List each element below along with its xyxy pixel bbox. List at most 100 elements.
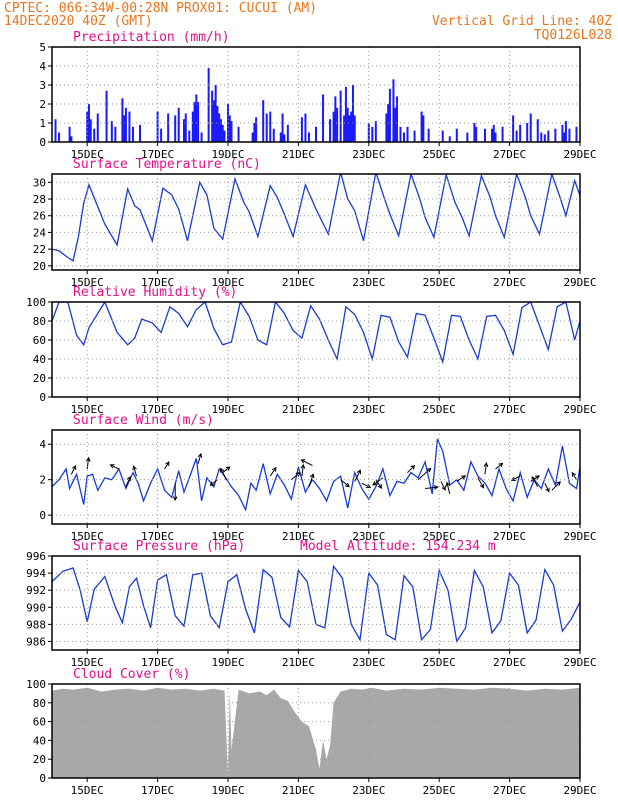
x-tick-label: 17DEC (141, 276, 174, 289)
wind-vector (477, 477, 485, 489)
precip-bar (139, 124, 141, 142)
precip-bar (422, 115, 425, 142)
precip-bar (188, 130, 191, 142)
precip-bar (156, 111, 159, 142)
precip-bar (262, 100, 265, 142)
y-tick-label: 60 (33, 716, 46, 729)
pressure-title: Surface Pressure (hPa) (73, 539, 245, 554)
y-tick-label: 30 (33, 176, 46, 189)
precip-bar (334, 96, 337, 142)
cloud-title: Cloud Cover (%) (73, 667, 190, 682)
precip-bar (195, 94, 198, 142)
wind-vector (375, 479, 382, 489)
precip-bar (218, 113, 221, 142)
humidity-line (52, 302, 580, 365)
precip-bar (494, 132, 497, 142)
precip-bar (279, 132, 282, 142)
humidity-plot: 0 20 40 60 80 100 15DEC 17DEC 19DEC 21DEC 23DEC 25D… (26, 296, 596, 416)
wind-vector (125, 476, 131, 487)
x-tick-label: 17DEC (141, 656, 174, 669)
precip-bar (96, 113, 99, 142)
y-tick-label: 986 (26, 635, 46, 648)
y-tick-label: 0 (39, 136, 46, 149)
humidity-panel: Relative Humidity (%) (73, 285, 237, 300)
precip-bar (346, 107, 349, 142)
precip-bar (197, 102, 200, 142)
precip-bar (536, 119, 539, 142)
wind-vector (440, 481, 446, 491)
x-tick-label: 19DEC (211, 403, 244, 416)
temperature-panel: Surface Temperature (nC) (73, 157, 261, 172)
precip-bar (394, 107, 397, 142)
precip-bar (93, 128, 96, 142)
wind-vector (222, 466, 231, 473)
precip-bar (554, 128, 557, 142)
wind-vector (510, 475, 521, 481)
pressure-plot: 986 988 990 992 994 996 15DEC 17DEC 19DEC 21DEC 23… (26, 550, 596, 669)
precip-bar (540, 132, 543, 142)
precip-bar (399, 126, 402, 142)
precip-bar (336, 107, 339, 142)
precip-bar (110, 121, 113, 142)
precip-bar (265, 113, 268, 142)
model-altitude-annotation: Model Altitude: 154.234 m (300, 539, 496, 554)
x-tick-label: 25DEC (423, 784, 456, 797)
wind-grid (52, 430, 581, 524)
y-tick-label: 40 (33, 734, 46, 747)
y-tick-label: 988 (26, 618, 46, 631)
precip-bar (184, 113, 187, 142)
wind-line (52, 438, 580, 512)
x-tick-label: 29DEC (563, 148, 596, 161)
y-tick-label: 0 (39, 772, 46, 785)
pressure-panel: Surface Pressure (hPa) Model Altitude: 1… (73, 539, 496, 554)
precip-bar (547, 130, 550, 142)
y-tick-label: 24 (33, 226, 47, 239)
precip-bar (58, 132, 61, 142)
precip-bar (448, 136, 451, 142)
precip-bar (160, 128, 163, 142)
x-tick-label: 25DEC (423, 656, 456, 669)
y-tick-label: 994 (26, 567, 46, 580)
pressure-frame (51, 555, 581, 651)
precip-bar (223, 130, 226, 142)
wind-vector (220, 467, 227, 480)
y-tick-label: 20 (33, 372, 46, 385)
precip-bar (54, 119, 57, 142)
wind-vector (407, 464, 416, 473)
precipitation-plot: 0 1 2 3 4 5 15DEC 17DEC 19DEC 21DEC 23DEC 25DEC 27DE… (39, 41, 596, 161)
precip-bar (395, 96, 398, 142)
precip-bar (237, 126, 240, 142)
x-tick-label: 21DEC (282, 148, 315, 161)
precip-bar (519, 124, 522, 142)
precip-bar (475, 126, 478, 142)
precip-bar (269, 111, 272, 142)
wind-vector (132, 465, 137, 477)
precip-bar (219, 119, 222, 142)
x-tick-label: 17DEC (141, 784, 174, 797)
pressure-grid (52, 555, 581, 650)
x-tick-label: 23DEC (352, 656, 385, 669)
x-tick-label: 19DEC (211, 530, 244, 543)
precip-bar (89, 119, 92, 142)
precip-bar (228, 115, 231, 142)
cloud-cover-area (52, 687, 580, 778)
y-tick-label: 1 (39, 117, 46, 130)
precip-bar (568, 128, 571, 142)
wind-vector (269, 466, 277, 477)
x-tick-label: 25DEC (423, 403, 456, 416)
precip-bar (216, 105, 219, 142)
y-tick-label: 992 (26, 584, 46, 597)
x-tick-label: 19DEC (211, 276, 244, 289)
humidity-series (52, 302, 580, 365)
precip-bar (272, 128, 275, 142)
humidity-title: Relative Humidity (%) (73, 285, 237, 300)
x-tick-label: 19DEC (211, 148, 244, 161)
precip-bar (221, 124, 224, 142)
precip-bar (307, 132, 310, 142)
y-tick-label: 20 (33, 260, 46, 273)
x-tick-label: 27DEC (493, 784, 526, 797)
temperature-title: Surface Temperature (nC) (73, 157, 261, 172)
precip-bar (483, 128, 486, 142)
precip-bar (563, 132, 566, 142)
precip-bar (344, 86, 347, 142)
